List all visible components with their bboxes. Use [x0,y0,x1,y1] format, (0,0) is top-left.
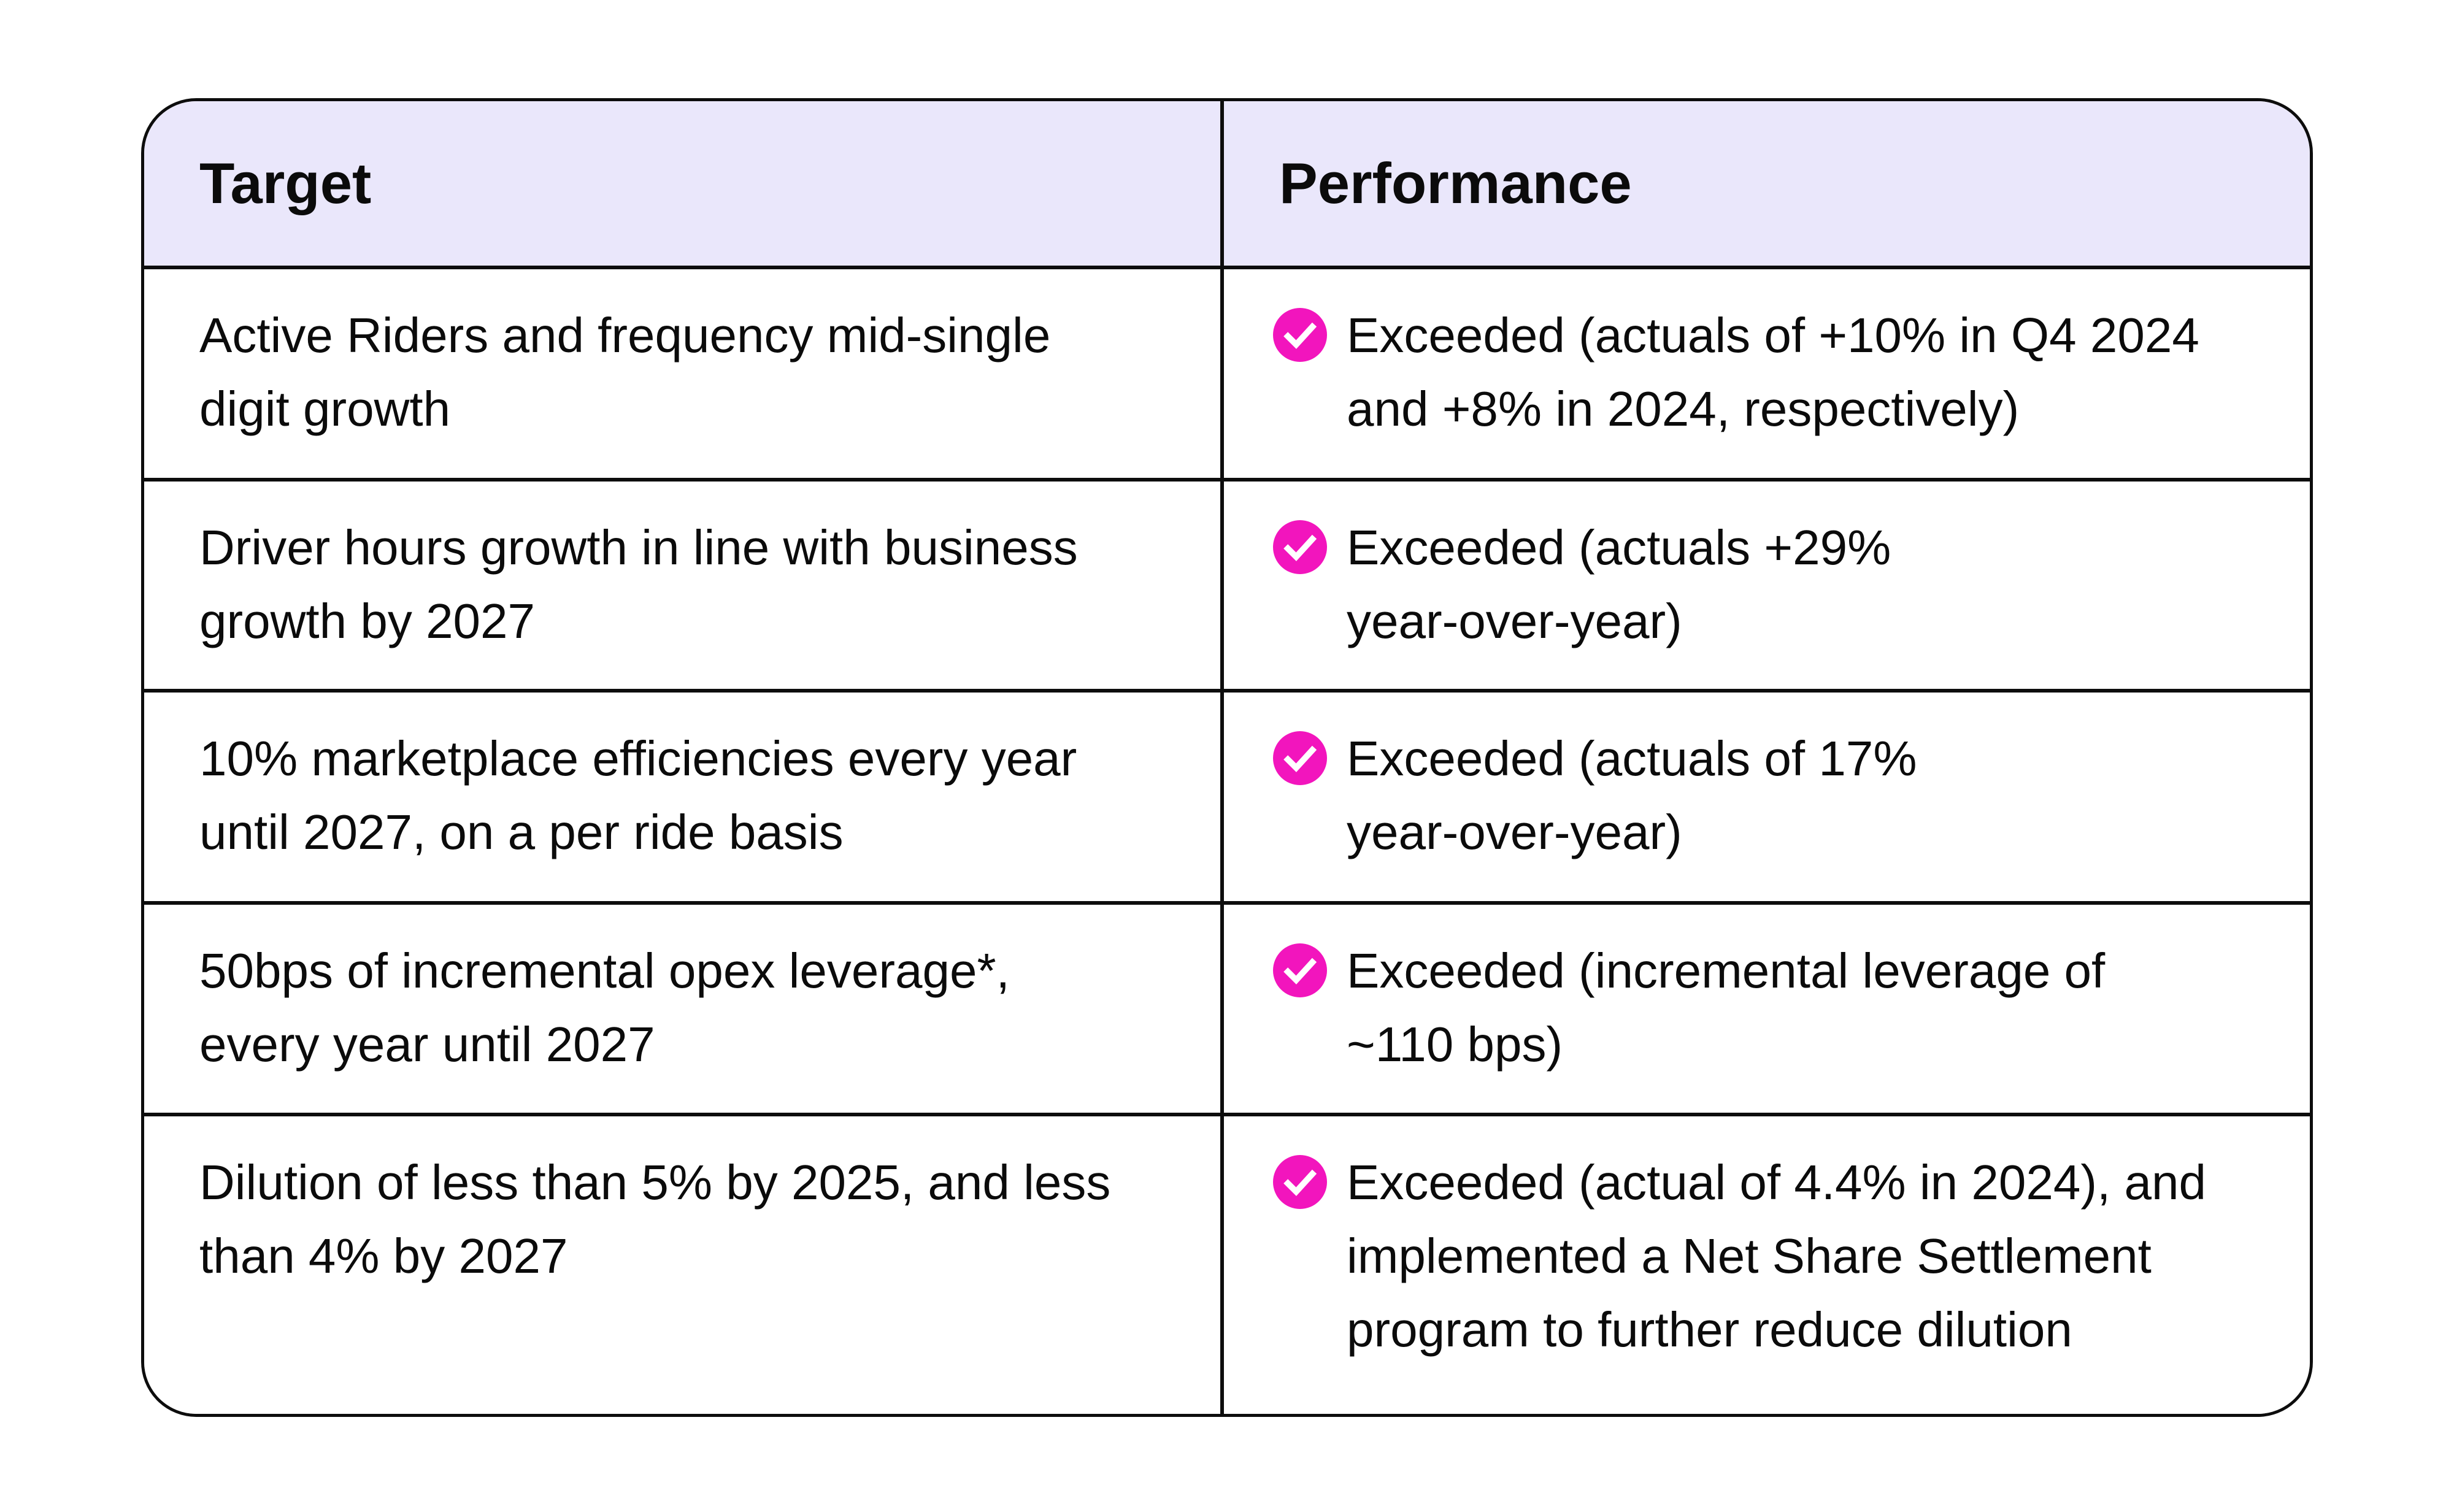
target-cell: Dilution of less than 5% by 2025, and le… [144,1116,1224,1414]
target-text: Driver hours growth in line with busines… [199,520,1078,648]
check-circle-icon [1273,943,1327,997]
check-circle-icon [1273,308,1327,362]
target-cell: Active Riders and frequency mid-single d… [144,269,1224,478]
target-cell: Driver hours growth in line with busines… [144,482,1224,689]
column-header-target: Target [144,101,1224,266]
target-text: 10% marketplace efficiencies every year … [199,731,1077,859]
target-text: Dilution of less than 5% by 2025, and le… [199,1155,1111,1283]
table-row: Dilution of less than 5% by 2025, and le… [144,1116,2310,1414]
table-row: Active Riders and frequency mid-single d… [144,269,2310,482]
table-row: 50bps of incremental opex leverage*, eve… [144,905,2310,1116]
targets-performance-table: Target Performance Active Riders and fre… [141,98,2313,1417]
performance-cell: Exceeded (actual of 4.4% in 2024), and i… [1224,1116,2310,1414]
check-circle-icon [1273,520,1327,574]
performance-cell: Exceeded (actuals of +10% in Q4 2024 and… [1224,269,2310,478]
target-cell: 50bps of incremental opex leverage*, eve… [144,905,1224,1113]
table-header-row: Target Performance [144,101,2310,269]
performance-cell: Exceeded (actuals of 17% year-over-year) [1224,693,2310,901]
check-circle-icon [1273,731,1327,785]
performance-text: Exceeded (incremental leverage of ~110 b… [1347,943,2106,1072]
column-header-performance: Performance [1279,151,1632,215]
target-text: 50bps of incremental opex leverage*, eve… [199,943,1010,1072]
performance-text: Exceeded (actuals of 17% year-over-year) [1347,731,1917,859]
performance-text: Exceeded (actuals of +10% in Q4 2024 and… [1347,308,2199,436]
table-row: 10% marketplace efficiencies every year … [144,693,2310,905]
table-row: Driver hours growth in line with busines… [144,482,2310,693]
target-text: Active Riders and frequency mid-single d… [199,308,1051,436]
performance-text: Exceeded (actuals +29% year-over-year) [1347,520,1891,648]
target-cell: 10% marketplace efficiencies every year … [144,693,1224,901]
check-circle-icon [1273,1155,1327,1209]
performance-cell: Exceeded (actuals +29% year-over-year) [1224,482,2310,689]
performance-cell: Exceeded (incremental leverage of ~110 b… [1224,905,2310,1113]
performance-text: Exceeded (actual of 4.4% in 2024), and i… [1347,1155,2206,1357]
